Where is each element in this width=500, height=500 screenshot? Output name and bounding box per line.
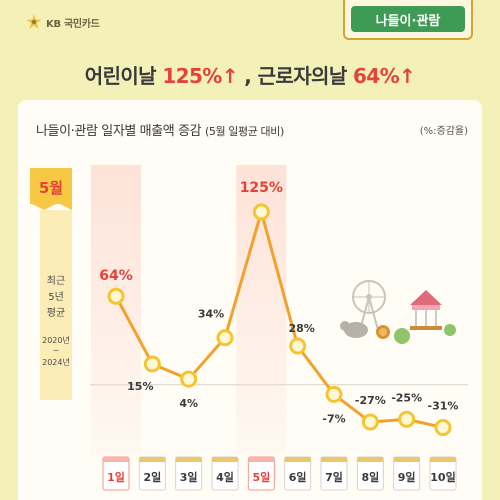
headline-value1: 125%↑ (162, 64, 238, 88)
day-label-10: 10일 (430, 470, 455, 484)
value-label-4: 34% (198, 308, 224, 321)
category-tab-label: 나들이·관람 (351, 6, 465, 32)
data-point-6 (289, 337, 307, 355)
data-point-7 (325, 385, 343, 403)
chart-title: 나들이·관람 일자별 매출액 증감 (5월 일평균 대비) (36, 120, 284, 139)
chart-title-sub: (5월 일평균 대비) (204, 125, 284, 138)
day-tag-10: 10일 (429, 456, 457, 491)
month-tag-label: 5월 (39, 179, 63, 197)
month-tag: 5월 (30, 168, 72, 210)
day-tag-4: 4일 (211, 456, 239, 491)
day-tag-1: 1일 (102, 456, 130, 491)
period-note-line1: 최근 (47, 275, 65, 287)
day-tag-6: 6일 (284, 456, 312, 491)
day-label-5: 5일 (252, 470, 270, 484)
value-label-8: -27% (355, 394, 386, 407)
headline: 어린이날 125%↑ , 근로자의날 64%↑ (0, 60, 500, 89)
day-tag-8: 8일 (356, 456, 384, 491)
day-tag-2: 2일 (138, 456, 166, 491)
value-label-6: 28% (288, 322, 314, 335)
data-point-4 (216, 329, 234, 347)
category-tab: 나들이·관람 (343, 0, 473, 40)
data-point-5 (252, 203, 270, 221)
day-tag-5: 5일 (247, 456, 275, 491)
chart-title-main: 나들이·관람 일자별 매출액 증감 (36, 124, 202, 139)
brand-name: KB 국민카드 (46, 18, 100, 30)
data-point-8 (361, 413, 379, 431)
period-column (40, 210, 72, 400)
value-label-9: -25% (391, 391, 422, 404)
day-tag-3: 3일 (175, 456, 203, 491)
period-range-start: 2020년 (42, 335, 70, 345)
value-label-10: -31% (428, 400, 459, 413)
series-line (114, 210, 444, 430)
data-point-3 (180, 370, 198, 388)
highlight-band-1 (91, 165, 141, 455)
headline-part2: , 근로자의날 (237, 64, 353, 88)
value-label-7: -7% (322, 412, 345, 425)
star-icon (26, 14, 42, 29)
chart-unit: (%:증감율) (419, 126, 468, 137)
day-label-8: 8일 (361, 470, 379, 484)
period-range-end: 2024년 (42, 357, 70, 367)
day-label-9: 9일 (398, 470, 416, 484)
period-range-sep: ~ (53, 346, 60, 355)
value-label-2: 15% (127, 380, 153, 393)
day-label-1: 1일 (107, 470, 125, 484)
period-note-line3: 평균 (47, 307, 65, 319)
data-point-1 (107, 287, 125, 305)
day-label-3: 3일 (180, 470, 198, 484)
day-label-4: 4일 (216, 470, 234, 484)
value-label-1: 64% (99, 268, 133, 284)
day-tag-7: 7일 (320, 456, 348, 491)
data-point-9 (398, 410, 416, 428)
data-point-2 (143, 355, 161, 373)
value-label-3: 4% (179, 397, 198, 410)
period-note: 최근 5년 평균 2020년 ~ 2024년 (42, 275, 70, 367)
day-label-2: 2일 (143, 470, 161, 484)
day-label-7: 7일 (325, 470, 343, 484)
brand-logo: KB 국민카드 (26, 14, 100, 30)
period-note-line2: 5년 (48, 291, 64, 303)
day-tag-9: 9일 (393, 456, 421, 491)
amusement-park-illustration (340, 280, 456, 344)
day-label-6: 6일 (289, 470, 307, 484)
value-label-5: 125% (240, 180, 283, 196)
headline-part1: 어린이날 (84, 64, 163, 88)
data-point-10 (434, 419, 452, 437)
headline-value2: 64%↑ (352, 64, 416, 88)
